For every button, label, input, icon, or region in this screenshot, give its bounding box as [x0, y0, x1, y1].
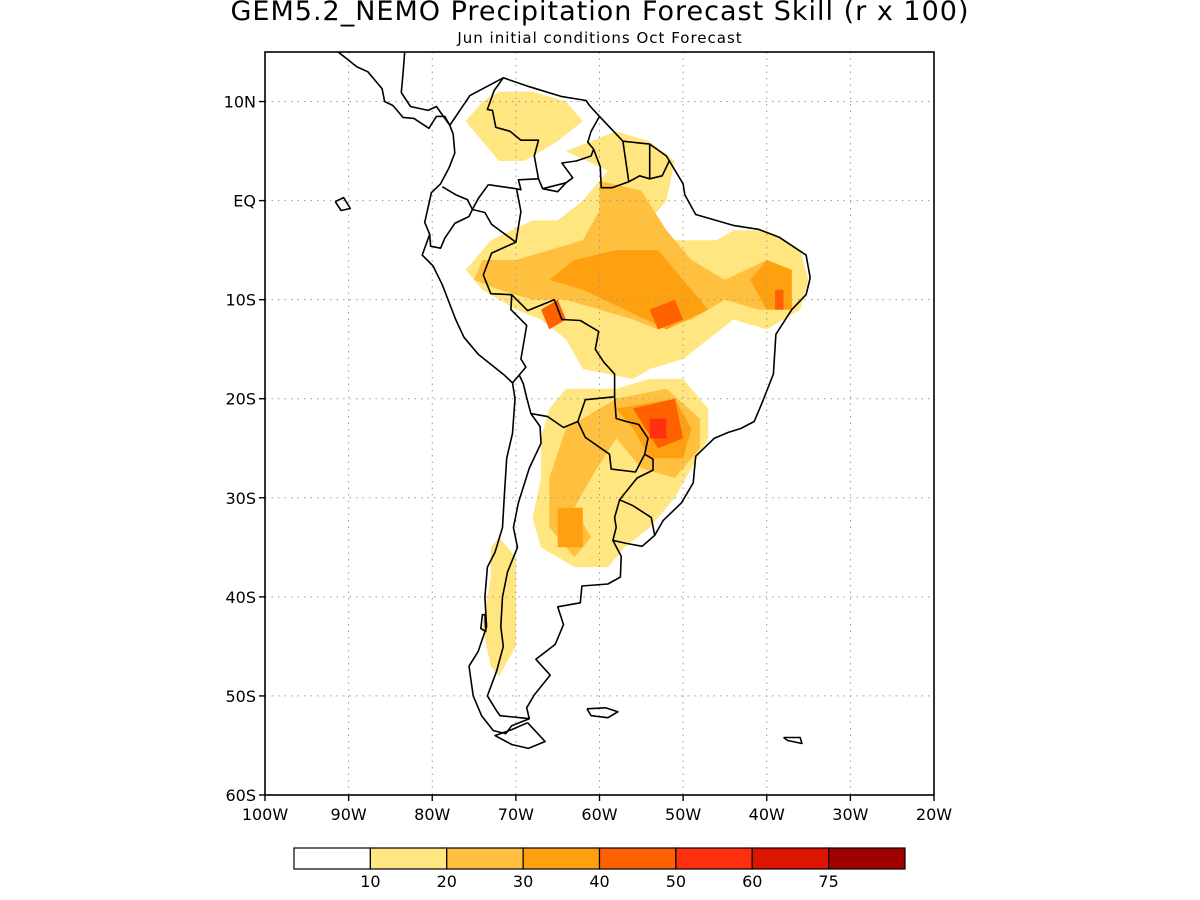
- lat-tick-label: 50S: [225, 687, 256, 706]
- lat-tick-label: 30S: [225, 489, 256, 508]
- colorbar-label: 10: [360, 872, 380, 891]
- country-border: [428, 186, 474, 249]
- colorbar-swatch: [522, 847, 601, 870]
- page-title: GEM5.2_NEMO Precipitation Forecast Skill…: [230, 0, 970, 27]
- latitude-axis: 10N EQ 10S 20S 30S 40S 50S 60S: [224, 93, 265, 805]
- colorbar-swatch: [751, 847, 830, 870]
- colorbar-swatch: [675, 847, 753, 870]
- skill-region-level-50: [649, 418, 667, 439]
- skill-region-level-40: [541, 299, 566, 330]
- lat-tick-label: 10N: [224, 93, 256, 112]
- lon-tick-label: 40W: [749, 805, 785, 824]
- colorbar-swatch: [369, 847, 448, 870]
- colorbar-swatch: [828, 847, 906, 870]
- lat-tick-label: EQ: [233, 192, 256, 211]
- colorbar-swatch: [598, 847, 677, 870]
- lon-tick-label: 80W: [414, 805, 450, 824]
- coastlines: [334, 52, 812, 750]
- country-border: [612, 499, 621, 541]
- coastline: [586, 706, 619, 719]
- skill-region-level-30: [557, 507, 583, 548]
- lat-tick-label: 40S: [225, 588, 256, 607]
- skill-region-level-40: [649, 299, 684, 330]
- colorbar-label: 40: [589, 872, 609, 891]
- lat-tick-label: 10S: [225, 291, 256, 310]
- coastline: [334, 196, 352, 212]
- country-border: [486, 77, 540, 191]
- country-border: [542, 116, 601, 193]
- country-border: [618, 453, 656, 536]
- skill-shading: [465, 91, 809, 677]
- country-border: [511, 294, 616, 429]
- lon-tick-label: 90W: [331, 805, 367, 824]
- colorbar-label: 60: [742, 872, 762, 891]
- lon-tick-label: 70W: [498, 805, 534, 824]
- coastline: [336, 52, 451, 130]
- coastline: [494, 721, 546, 750]
- country-border: [471, 184, 489, 210]
- lon-tick-label: 50W: [665, 805, 701, 824]
- skill-region-level-10: [465, 91, 583, 161]
- country-border: [515, 189, 522, 243]
- colorbar-label: 30: [513, 872, 533, 891]
- lon-tick-label: 30W: [832, 805, 868, 824]
- coastline: [421, 77, 812, 735]
- country-borders: [428, 77, 671, 720]
- coastline: [400, 52, 451, 126]
- country-border: [649, 159, 671, 180]
- lat-tick-label: 60S: [225, 786, 256, 805]
- coastline: [783, 736, 803, 745]
- colorbar-label: 75: [818, 872, 838, 891]
- country-border: [628, 144, 651, 183]
- lat-tick-label: 20S: [225, 390, 256, 409]
- lon-tick-label: 60W: [581, 805, 617, 824]
- country-border: [486, 374, 542, 720]
- colorbar-swatch: [293, 847, 371, 870]
- map-gridlines: [265, 52, 934, 795]
- country-border: [592, 141, 630, 189]
- longitude-axis: 100W 90W 80W 70W 60W 50W 40W 30W 20W: [242, 795, 952, 824]
- colorbar-swatch: [446, 847, 524, 870]
- page-subtitle: Jun initial conditions Oct Forecast: [457, 29, 743, 47]
- coastline: [479, 613, 487, 633]
- colorbar-label: 20: [437, 872, 457, 891]
- country-border: [537, 178, 567, 190]
- colorbar: 10 20 30 40 50 60 75: [293, 847, 906, 891]
- colorbar-label: 50: [666, 872, 686, 891]
- lon-tick-label: 20W: [916, 805, 952, 824]
- lon-tick-label: 100W: [242, 805, 289, 824]
